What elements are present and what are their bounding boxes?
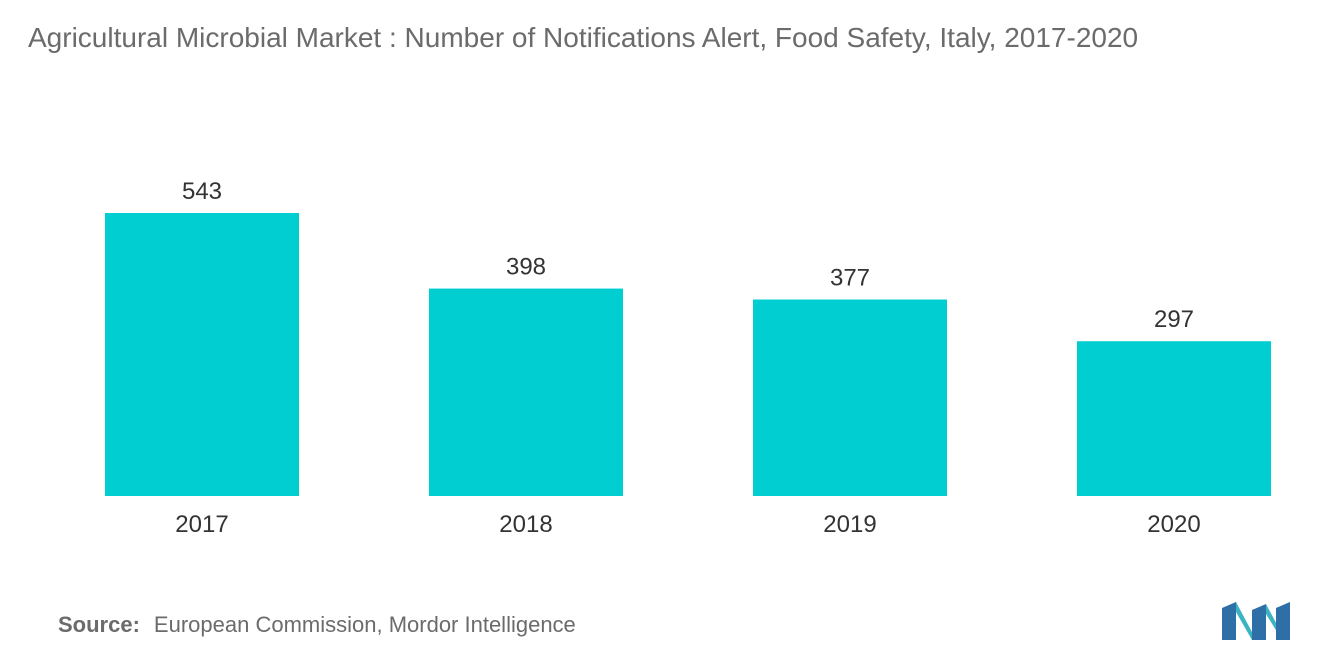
- bar-2017: [105, 213, 299, 496]
- mordor-intelligence-logo-icon: [1222, 602, 1290, 640]
- bar-chart: 543 2017 398 2018 377 2019 297 2020: [105, 178, 1271, 538]
- source-label: Source:: [58, 612, 140, 637]
- x-tick-label-2017: 2017: [175, 511, 228, 538]
- chart-title: Agricultural Microbial Market : Number o…: [28, 22, 1139, 53]
- bar-2020: [1077, 341, 1271, 496]
- source-text: European Commission, Mordor Intelligence: [153, 612, 576, 637]
- source-line: Source: European Commission, Mordor Intel…: [58, 612, 576, 638]
- data-label-2020: 297: [1154, 306, 1194, 333]
- data-label-2019: 377: [830, 265, 870, 292]
- bar-2018: [429, 288, 623, 496]
- x-tick-label-2018: 2018: [499, 511, 552, 538]
- data-label-2017: 543: [182, 178, 222, 205]
- x-tick-label-2019: 2019: [823, 511, 876, 538]
- data-label-2018: 398: [506, 254, 546, 281]
- x-tick-label-2020: 2020: [1147, 511, 1200, 538]
- bar-2019: [753, 299, 947, 496]
